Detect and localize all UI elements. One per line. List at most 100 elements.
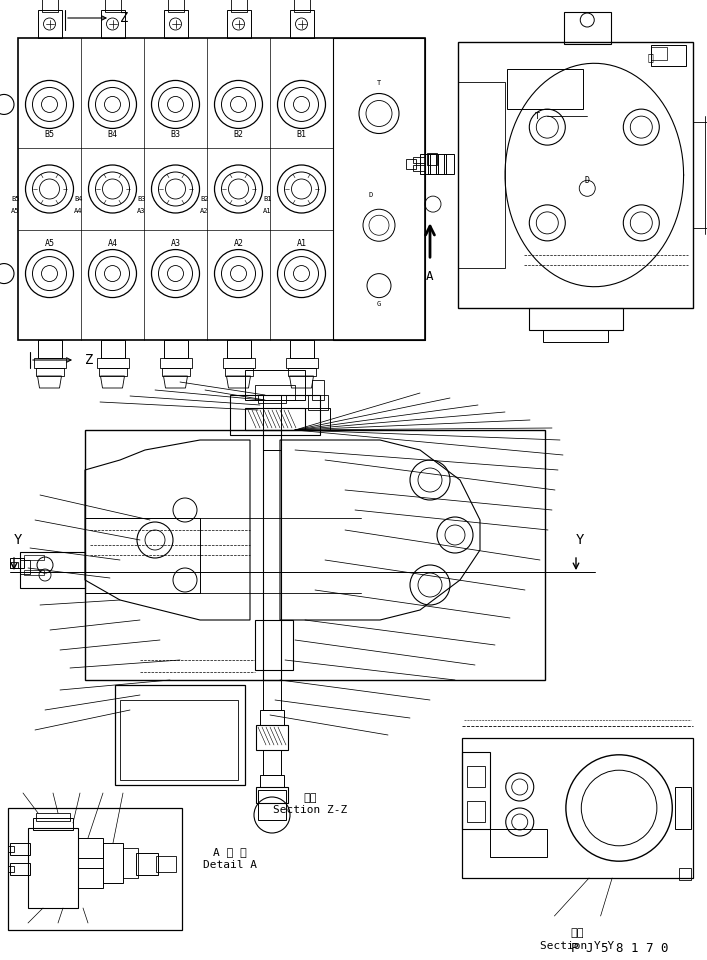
Bar (293, 0, 310, 12)
Text: 五: 五 (648, 52, 654, 62)
Bar (263, 430, 281, 680)
Bar (78, 838, 103, 858)
Text: B3: B3 (137, 196, 146, 202)
Bar (467, 801, 485, 822)
Bar (163, 10, 187, 38)
Bar (105, 0, 120, 12)
Bar (96, 358, 129, 368)
Bar (37, 10, 62, 38)
Bar (20, 560, 30, 574)
Bar (8, 846, 14, 852)
Bar (462, 738, 693, 878)
Text: T: T (377, 81, 381, 86)
Text: A4: A4 (74, 208, 83, 214)
Bar (458, 42, 693, 308)
Bar (312, 380, 324, 400)
Bar (258, 790, 286, 820)
Bar (24, 555, 44, 560)
Bar (78, 868, 103, 888)
Bar (263, 750, 281, 775)
Text: B2: B2 (233, 130, 243, 139)
Bar (20, 552, 85, 588)
Bar (428, 154, 438, 174)
Bar (103, 843, 123, 883)
Bar (28, 828, 78, 908)
Text: B4: B4 (74, 196, 83, 202)
Text: P J 5 8 1 7 0: P J 5 8 1 7 0 (571, 942, 669, 954)
Text: A3: A3 (170, 239, 180, 248)
Text: D: D (369, 192, 373, 198)
Text: D: D (585, 176, 590, 185)
Text: A: A (426, 270, 434, 282)
Bar (288, 368, 315, 376)
Bar (36, 813, 70, 821)
Text: B5: B5 (45, 130, 54, 139)
Bar (508, 68, 583, 108)
Bar (35, 368, 64, 376)
Bar (156, 856, 176, 872)
Text: 断面: 断面 (303, 793, 317, 803)
Text: Section Z-Z: Section Z-Z (273, 805, 347, 815)
Bar (420, 154, 430, 174)
Text: A5: A5 (45, 239, 54, 248)
Bar (256, 787, 288, 803)
Text: Z: Z (85, 353, 93, 367)
Bar (289, 340, 313, 358)
Bar (427, 153, 437, 165)
Bar (136, 853, 158, 875)
Bar (308, 395, 328, 410)
Text: Section Y-Y: Section Y-Y (540, 941, 614, 951)
Bar (458, 82, 505, 268)
Text: A2: A2 (200, 208, 209, 214)
Bar (8, 866, 14, 872)
Bar (18, 38, 425, 340)
Bar (674, 787, 691, 829)
Bar (10, 558, 24, 568)
Text: T: T (535, 112, 540, 121)
Bar (444, 154, 454, 174)
Bar (258, 395, 286, 403)
Bar (163, 340, 187, 358)
Bar (333, 38, 425, 340)
Bar (160, 358, 192, 368)
Bar (33, 818, 73, 830)
Bar (406, 158, 416, 169)
Bar (289, 10, 313, 38)
Text: B2: B2 (200, 196, 209, 202)
Bar (168, 0, 184, 12)
Text: A5: A5 (11, 208, 20, 214)
Bar (305, 408, 330, 430)
Bar (263, 670, 281, 710)
Bar (8, 808, 182, 930)
Bar (245, 408, 305, 430)
Bar (467, 766, 485, 787)
Bar (255, 620, 293, 670)
Bar (260, 710, 284, 725)
Text: B1: B1 (263, 196, 271, 202)
Bar (85, 517, 200, 592)
Bar (33, 358, 66, 368)
Text: 断面: 断面 (571, 928, 584, 938)
Text: A1: A1 (296, 239, 307, 248)
Text: B5: B5 (11, 196, 20, 202)
Bar (10, 863, 30, 875)
Bar (286, 358, 317, 368)
Text: G: G (377, 300, 381, 307)
Bar (256, 725, 288, 750)
Text: A3: A3 (137, 208, 146, 214)
Text: B4: B4 (107, 130, 117, 139)
Bar (161, 368, 189, 376)
Bar (490, 829, 547, 857)
Bar (650, 47, 667, 60)
Bar (225, 368, 252, 376)
Bar (436, 154, 446, 174)
Bar (223, 358, 255, 368)
Bar (24, 570, 44, 575)
Bar (462, 752, 490, 829)
Bar (100, 340, 124, 358)
Bar (245, 370, 305, 400)
Bar (260, 775, 284, 787)
Text: B3: B3 (170, 130, 180, 139)
Bar (679, 868, 691, 880)
Text: A2: A2 (233, 239, 243, 248)
